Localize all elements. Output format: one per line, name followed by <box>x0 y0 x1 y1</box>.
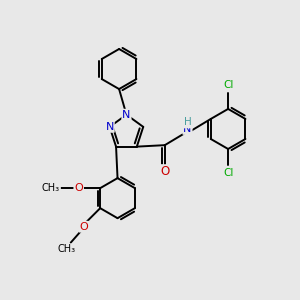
Text: Cl: Cl <box>223 80 233 90</box>
Text: Cl: Cl <box>223 167 233 178</box>
Text: O: O <box>74 183 83 193</box>
Text: O: O <box>80 222 88 232</box>
Text: N: N <box>183 124 192 134</box>
Text: H: H <box>184 118 191 128</box>
Text: N: N <box>122 110 130 120</box>
Text: O: O <box>160 165 170 178</box>
Text: N: N <box>106 122 114 132</box>
Text: CH₃: CH₃ <box>42 183 60 193</box>
Text: CH₃: CH₃ <box>58 244 76 254</box>
